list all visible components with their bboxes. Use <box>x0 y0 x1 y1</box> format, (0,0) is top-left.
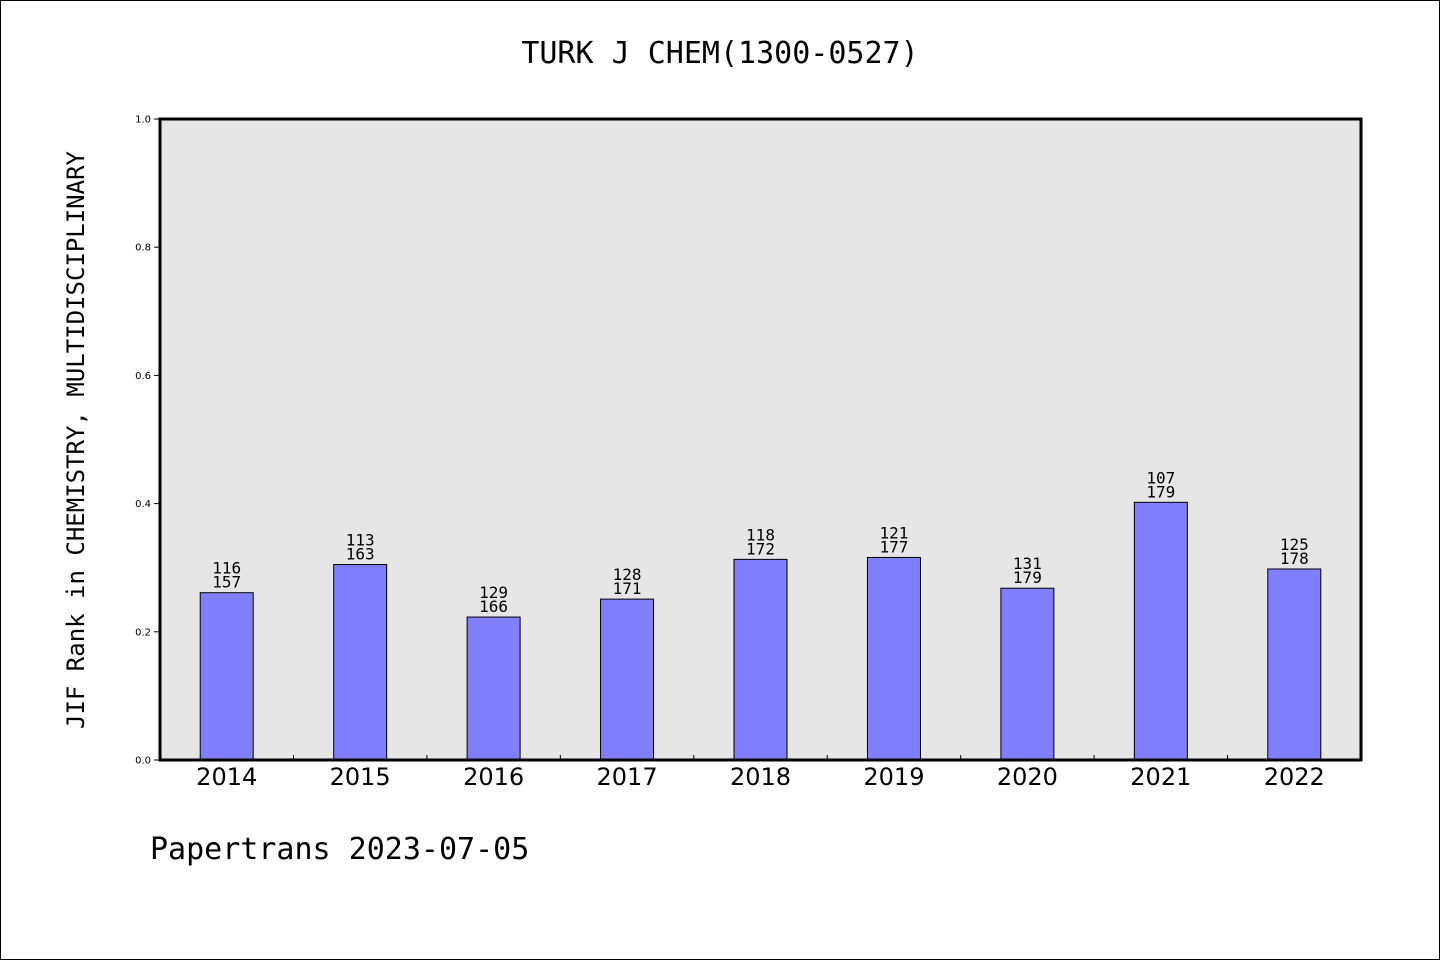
bar-2020 <box>1000 587 1055 761</box>
bar-rank-label: 107 <box>1146 468 1175 487</box>
y-tick-label: 0.0 <box>135 756 151 767</box>
bar-rank-label: 121 <box>879 523 908 542</box>
bar-rank-label: 125 <box>1280 535 1309 554</box>
bar-total-label: 166 <box>479 597 508 616</box>
footer-note: Papertrans 2023-07-05 <box>150 832 530 867</box>
x-tick-label: 2015 <box>330 763 391 791</box>
bar-total-label: 179 <box>1013 568 1042 587</box>
bar-total-label: 178 <box>1280 549 1309 568</box>
bar-rank-label: 118 <box>746 525 775 544</box>
bar-2017 <box>600 598 655 761</box>
x-tick-label: 2019 <box>863 763 924 791</box>
x-tick-label: 2020 <box>997 763 1058 791</box>
bar-2021 <box>1133 501 1188 761</box>
x-tick-label: 2021 <box>1130 763 1191 791</box>
x-tick-label: 2014 <box>196 763 257 791</box>
bar-2015 <box>333 563 388 761</box>
bar-total-label: 177 <box>879 537 908 556</box>
bar-total-label: 172 <box>746 539 775 558</box>
bar-rank-label: 113 <box>346 530 375 549</box>
bar-total-label: 171 <box>613 579 642 598</box>
bar-total-label: 157 <box>212 573 241 592</box>
y-tick-label: 1.0 <box>135 115 151 126</box>
bar-rank-label: 116 <box>212 559 241 578</box>
bar-2018 <box>733 558 788 761</box>
x-tick-label: 2018 <box>730 763 791 791</box>
y-tick-label: 0.6 <box>135 371 151 382</box>
x-tick-label: 2016 <box>463 763 524 791</box>
bar-rank-label: 129 <box>479 583 508 602</box>
bar-2019 <box>866 556 921 761</box>
y-tick-label: 0.4 <box>135 499 151 510</box>
x-tick-label: 2017 <box>597 763 658 791</box>
bar-2014 <box>199 592 254 761</box>
bar-2022 <box>1267 568 1322 761</box>
x-tick-label: 2022 <box>1264 763 1325 791</box>
bar-total-label: 179 <box>1146 482 1175 501</box>
bar-total-label: 163 <box>346 544 375 563</box>
bar-rank-label: 131 <box>1013 554 1042 573</box>
y-tick-label: 0.8 <box>135 243 151 254</box>
y-tick-label: 0.2 <box>135 627 151 638</box>
chart-title: TURK J CHEM(1300-0527) <box>521 36 919 71</box>
bar-rank-label: 128 <box>613 565 642 584</box>
bar-2016 <box>466 616 521 761</box>
plot-border <box>158 117 1363 762</box>
